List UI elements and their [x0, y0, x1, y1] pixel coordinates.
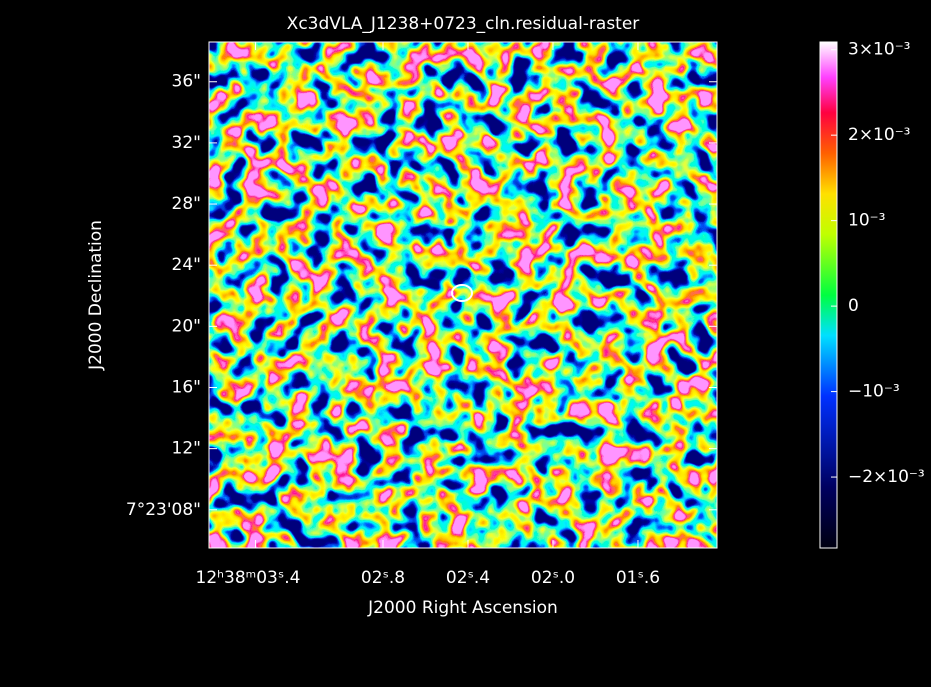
colorbar-tick-label: 2×10⁻³ [848, 125, 910, 145]
plot-frame [208, 41, 718, 549]
colorbar-tick-label: −10⁻³ [848, 382, 900, 402]
y-tick-label: 32" [172, 133, 201, 153]
residual-raster [209, 42, 717, 548]
x-axis-label: J2000 Right Ascension [367, 598, 558, 618]
colorbar [819, 41, 838, 549]
chart-title: Xc3dVLA_J1238+0723_cln.residual-raster [287, 14, 640, 34]
beam-marker [451, 284, 473, 302]
y-tick-label: 20" [172, 316, 201, 336]
colorbar-tick-label: 10⁻³ [848, 211, 885, 231]
y-tick-label: 7°23'08" [126, 500, 201, 520]
x-tick-label: 02ˢ.0 [531, 568, 575, 588]
y-tick-label: 28" [172, 194, 201, 214]
y-tick-label: 12" [172, 439, 201, 459]
x-tick-label: 01ˢ.6 [616, 568, 660, 588]
y-tick-label: 36" [172, 72, 201, 92]
colorbar-tick-label: −2×10⁻³ [848, 467, 925, 487]
colorbar-tick-label: 3×10⁻³ [848, 40, 910, 60]
y-tick-label: 16" [172, 377, 201, 397]
x-tick-label: 12ʰ38ᵐ03ˢ.4 [196, 568, 301, 588]
y-tick-label: 24" [172, 255, 201, 275]
colorbar-tick-label: 0 [848, 296, 859, 316]
x-tick-label: 02ˢ.4 [446, 568, 490, 588]
x-tick-label: 02ˢ.8 [361, 568, 405, 588]
y-axis-label: J2000 Declination [86, 220, 106, 371]
